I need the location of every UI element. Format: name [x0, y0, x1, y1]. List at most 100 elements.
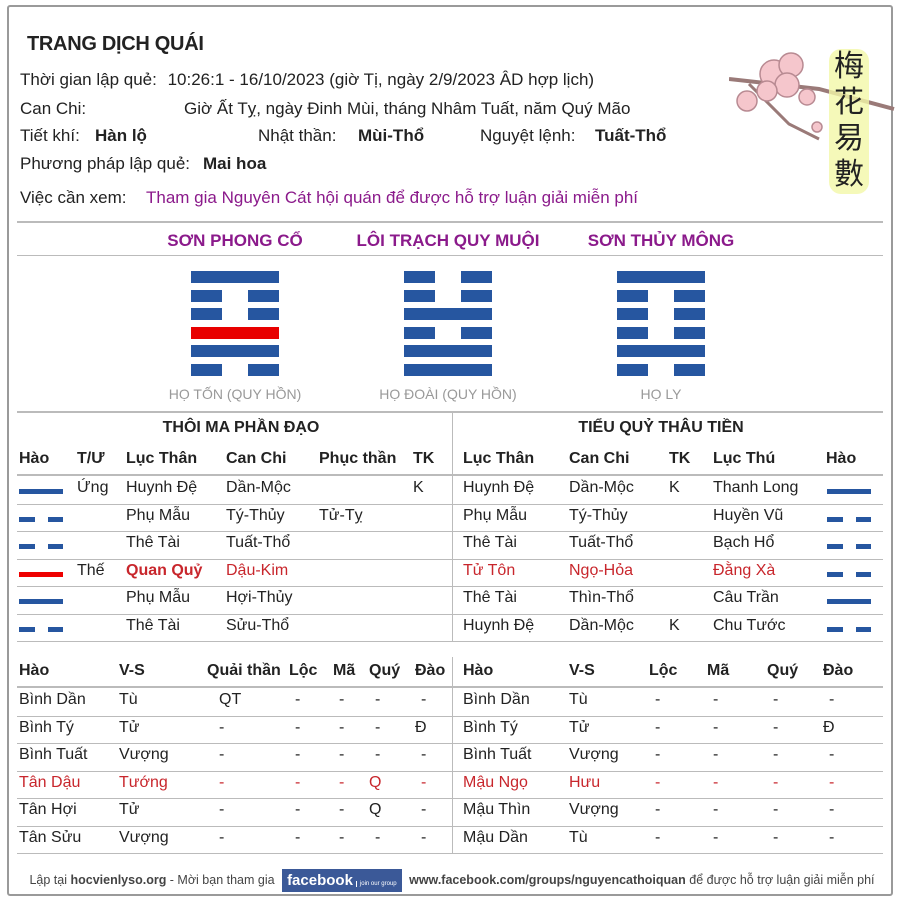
- column-header: Can Chi: [226, 450, 287, 467]
- segment: [404, 308, 492, 320]
- table2-cell: -: [421, 746, 427, 763]
- facebook-join-text: join our group: [355, 881, 397, 887]
- table2-cell: -: [295, 801, 301, 818]
- yin-line-icon: [191, 363, 279, 376]
- yang-line-icon: [191, 345, 279, 357]
- segment: [855, 626, 871, 632]
- table2-cell: -: [829, 773, 835, 791]
- table2-cell: -: [655, 828, 661, 846]
- tk-cell: K: [669, 616, 680, 634]
- yang-line-icon: [404, 363, 492, 376]
- row-divider: [17, 531, 883, 532]
- lucthu-cell: Bạch Hổ: [713, 534, 775, 551]
- column-header: V-S: [119, 662, 145, 679]
- site-link[interactable]: hocvienlyso.org: [70, 872, 167, 887]
- segment: [404, 326, 435, 339]
- segment: [461, 271, 492, 283]
- yin-line-icon: [191, 308, 279, 320]
- lucthan-cell: Huynh Đệ: [126, 479, 198, 496]
- canchi-label: Can Chi:: [20, 99, 87, 118]
- table2-cell: Q: [369, 773, 382, 791]
- segment: [19, 516, 35, 522]
- lucthu-cell: Câu Trần: [713, 589, 779, 606]
- table2-cell: -: [829, 828, 835, 846]
- table2-cell: Bình Tuất: [19, 746, 88, 763]
- yang-line-icon: [191, 271, 279, 283]
- footer-middle: - Mời bạn tham gia: [166, 872, 275, 887]
- table2-cell: -: [655, 746, 661, 763]
- hexagram: [191, 271, 279, 376]
- table2-cell: -: [295, 746, 301, 763]
- table2-cell: -: [713, 828, 719, 846]
- moving-yang-line-icon: [19, 571, 63, 577]
- column-header: Lục Thân: [463, 450, 535, 467]
- column-header: Hào: [826, 450, 857, 467]
- segment: [191, 271, 279, 283]
- table2-cell: -: [773, 691, 779, 708]
- segment: [19, 599, 63, 604]
- segment: [19, 544, 35, 549]
- moving-yang-line-icon: [191, 326, 279, 339]
- row-divider: [17, 586, 883, 587]
- row-divider: [17, 715, 883, 717]
- yin-line-icon: [19, 516, 63, 522]
- yang-line-icon: [617, 345, 705, 357]
- canchi-cell: Dần-Mộc: [569, 616, 634, 634]
- canchi-cell: Tuất-Thổ: [569, 534, 634, 551]
- hexagram-family: HỌ LY: [640, 386, 682, 402]
- left-section-title: THÔI MA PHẦN ĐẠO: [162, 419, 320, 436]
- column-header: Lộc: [649, 662, 678, 679]
- column-header: Mã: [707, 662, 730, 679]
- table2-cell: -: [339, 773, 345, 791]
- row-divider: [17, 798, 883, 799]
- yin-line-icon: [827, 544, 871, 549]
- yin-line-icon: [404, 326, 492, 339]
- lucthan-cell: Tử Tôn: [463, 561, 516, 579]
- question-label: Việc cần xem:: [20, 188, 127, 207]
- column-header: T/Ư: [77, 450, 105, 467]
- canchi-cell: Ngọ-Hỏa: [569, 561, 634, 579]
- segment: [19, 571, 63, 577]
- canchi-cell: Dần-Mộc: [569, 479, 634, 496]
- table2-cell: -: [219, 746, 225, 763]
- nhatthan-label: Nhật thần:: [258, 126, 337, 145]
- time-row: Thời gian lập quẻ: 10:26:1 - 16/10/2023 …: [20, 70, 594, 90]
- segment: [191, 289, 222, 302]
- segment: [617, 326, 648, 339]
- table2-cell: -: [375, 691, 381, 708]
- lucthan-cell: Quan Quỷ: [126, 561, 203, 579]
- table2-cell: -: [713, 773, 719, 791]
- row-divider: [17, 686, 883, 688]
- column-header: V-S: [569, 662, 595, 679]
- segment: [674, 289, 705, 302]
- column-header: Hào: [463, 662, 494, 679]
- table2-cell: -: [713, 746, 719, 763]
- segment: [827, 489, 871, 494]
- hexagram-name: SƠN PHONG CỔ: [167, 231, 303, 250]
- canchi-cell: Tuất-Thổ: [226, 534, 291, 551]
- facebook-label: facebook: [287, 872, 353, 889]
- segment: [827, 516, 843, 522]
- row-divider: [17, 743, 883, 744]
- table2-cell: -: [713, 691, 719, 708]
- facebook-join-button[interactable]: facebook join our group: [282, 869, 402, 892]
- facebook-group-link[interactable]: www.facebook.com/groups/nguyencathoiquan: [409, 872, 686, 887]
- row-divider: [17, 558, 883, 560]
- column-header: Phục thần: [319, 450, 397, 467]
- table2-cell: Tân Hợi: [19, 801, 77, 818]
- divider: [17, 411, 883, 413]
- divider: [452, 411, 453, 641]
- table2-cell: -: [339, 746, 345, 763]
- segment: [191, 345, 279, 357]
- table2-cell: -: [655, 718, 661, 736]
- canchi-cell: Tý-Thủy: [569, 506, 628, 524]
- tu-cell: Thế: [77, 561, 105, 579]
- lucthan-cell: Thê Tài: [126, 534, 180, 551]
- divider: [17, 255, 883, 256]
- yang-line-icon: [404, 308, 492, 320]
- table2-cell: -: [421, 773, 427, 791]
- segment: [855, 571, 871, 577]
- table2-cell: -: [339, 718, 345, 736]
- column-header: Đào: [823, 662, 854, 679]
- yin-line-icon: [19, 544, 63, 549]
